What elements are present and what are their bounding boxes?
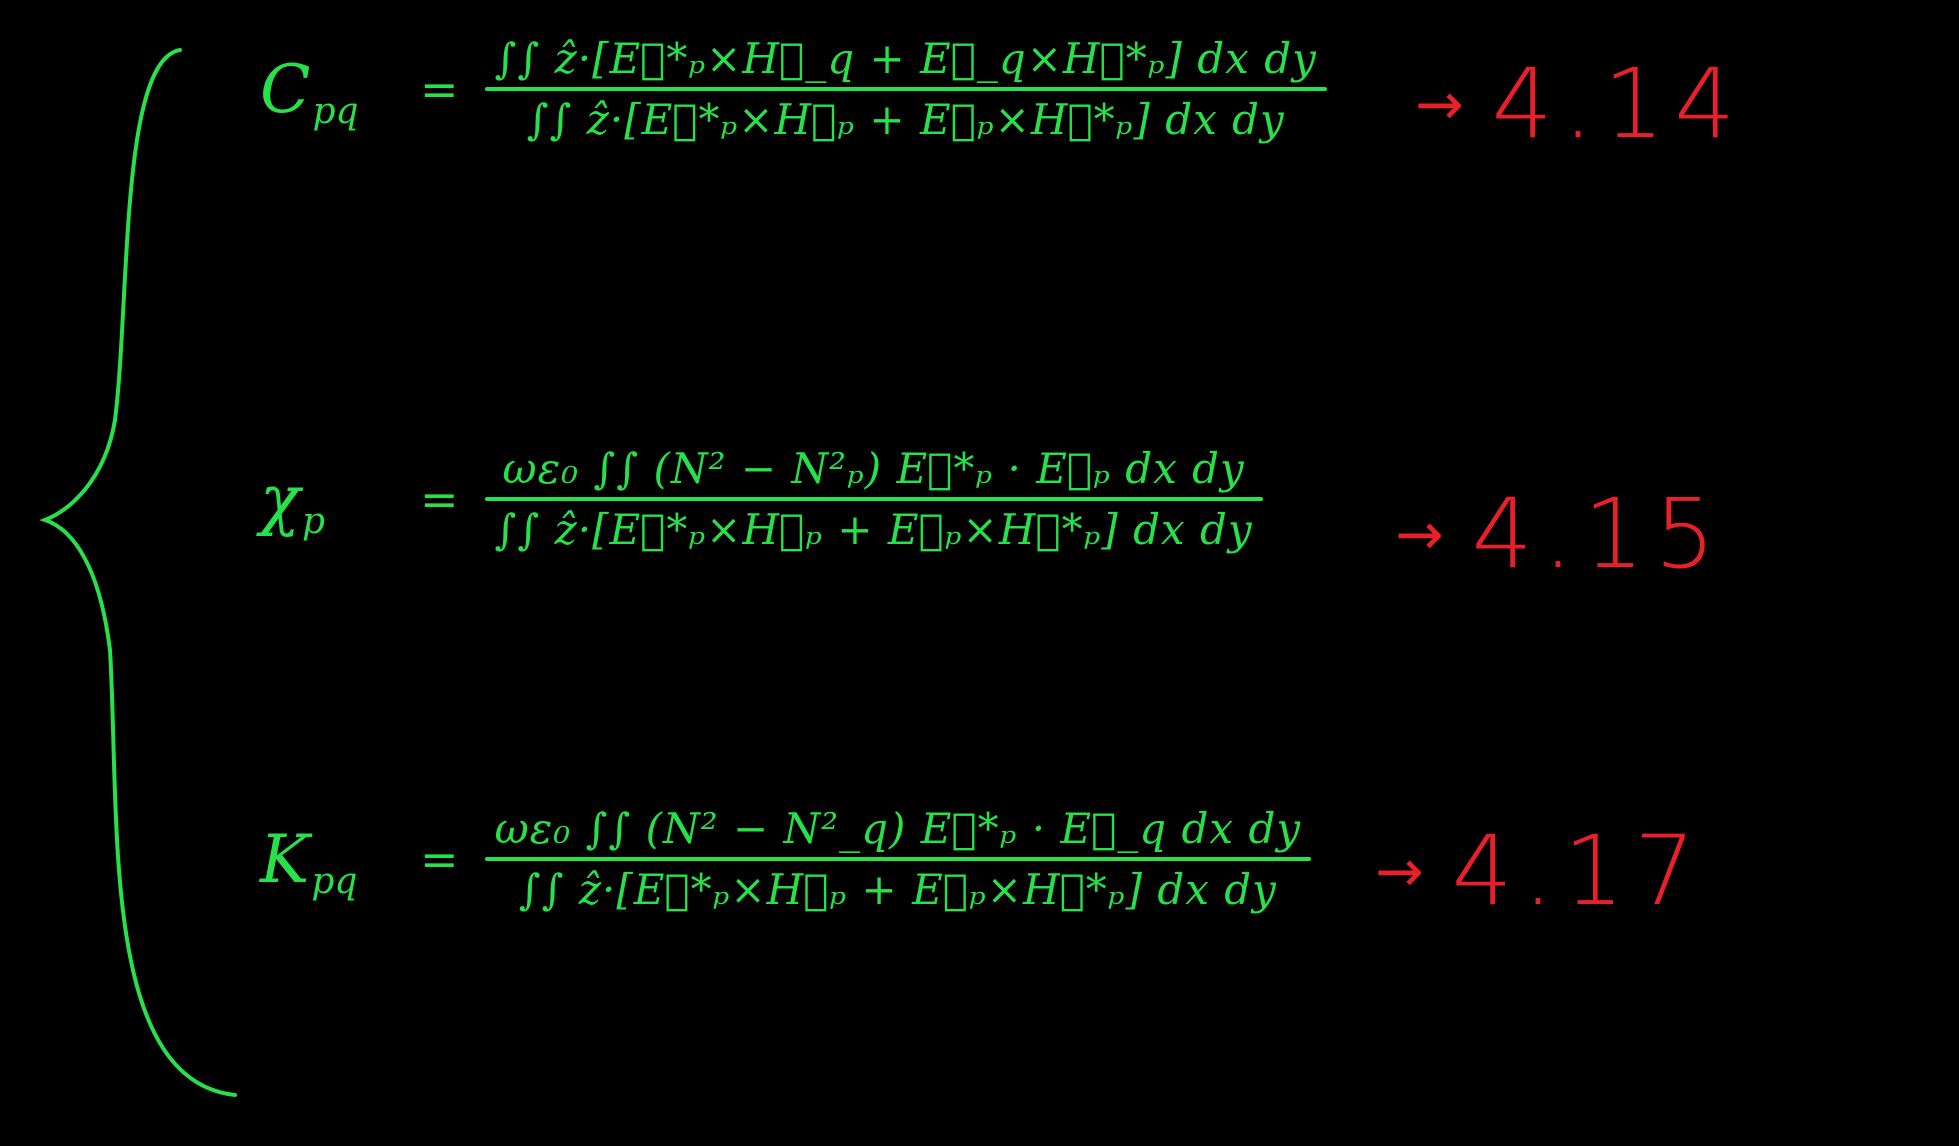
denominator: ∫∫ ẑ·[E⃗*ₚ×H⃗ₚ + E⃗ₚ×H⃗*ₚ] dx dy: [526, 95, 1285, 144]
numerator: ωε₀ ∫∫ (N² − N²_q) E⃗*ₚ · E⃗_q dx dy: [494, 804, 1302, 853]
equation-lhs: χ p: [260, 460, 410, 542]
lhs-subscript: pq: [312, 90, 359, 132]
equation-k-pq: K pq = ωε₀ ∫∫ (N² − N²_q) E⃗*ₚ · E⃗_q dx…: [260, 800, 1312, 918]
numerator: ωε₀ ∫∫ (N² − N²ₚ) E⃗*ₚ · E⃗ₚ dx dy: [502, 444, 1245, 493]
equals-sign: =: [420, 832, 459, 886]
lhs-symbol: K: [260, 820, 310, 898]
fraction-bar: [484, 497, 1263, 501]
equation-c-pq: C pq = ∫∫ ẑ·[E⃗*ₚ×H⃗_q + E⃗_q×H⃗*ₚ] dx d…: [260, 30, 1327, 148]
equation-reference-4-14: → 4.14: [1415, 48, 1745, 160]
lhs-subscript: pq: [311, 860, 358, 902]
lhs-subscript: p: [302, 500, 326, 542]
fraction: ωε₀ ∫∫ (N² − N²ₚ) E⃗*ₚ · E⃗ₚ dx dy ∫∫ ẑ·…: [484, 440, 1263, 558]
equation-lhs: C pq: [260, 50, 410, 132]
fraction: ∫∫ ẑ·[E⃗*ₚ×H⃗_q + E⃗_q×H⃗*ₚ] dx dy ∫∫ ẑ·…: [484, 30, 1327, 148]
fraction-bar: [484, 87, 1327, 91]
fraction-bar: [484, 857, 1312, 861]
lhs-symbol: χ: [260, 460, 300, 538]
equation-number: 4.14: [1491, 48, 1746, 160]
equation-reference-4-15: → 4.15: [1395, 478, 1725, 590]
equation-number: 4.15: [1471, 478, 1726, 590]
denominator: ∫∫ ẑ·[E⃗*ₚ×H⃗ₚ + E⃗ₚ×H⃗*ₚ] dx dy: [518, 865, 1277, 914]
lhs-symbol: C: [260, 50, 311, 128]
equation-chi-p: χ p = ωε₀ ∫∫ (N² − N²ₚ) E⃗*ₚ · E⃗ₚ dx dy…: [260, 440, 1263, 558]
equation-lhs: K pq: [260, 820, 410, 902]
equals-sign: =: [420, 472, 459, 526]
arrow-icon: →: [1415, 70, 1464, 138]
equation-reference-4-17: → 4.17: [1375, 815, 1705, 927]
equals-sign: =: [420, 62, 459, 116]
fraction: ωε₀ ∫∫ (N² − N²_q) E⃗*ₚ · E⃗_q dx dy ∫∫ …: [484, 800, 1312, 918]
arrow-icon: →: [1375, 837, 1424, 905]
denominator: ∫∫ ẑ·[E⃗*ₚ×H⃗ₚ + E⃗ₚ×H⃗*ₚ] dx dy: [494, 505, 1253, 554]
equation-number: 4.17: [1451, 815, 1706, 927]
numerator: ∫∫ ẑ·[E⃗*ₚ×H⃗_q + E⃗_q×H⃗*ₚ] dx dy: [494, 34, 1317, 83]
arrow-icon: →: [1395, 500, 1444, 568]
